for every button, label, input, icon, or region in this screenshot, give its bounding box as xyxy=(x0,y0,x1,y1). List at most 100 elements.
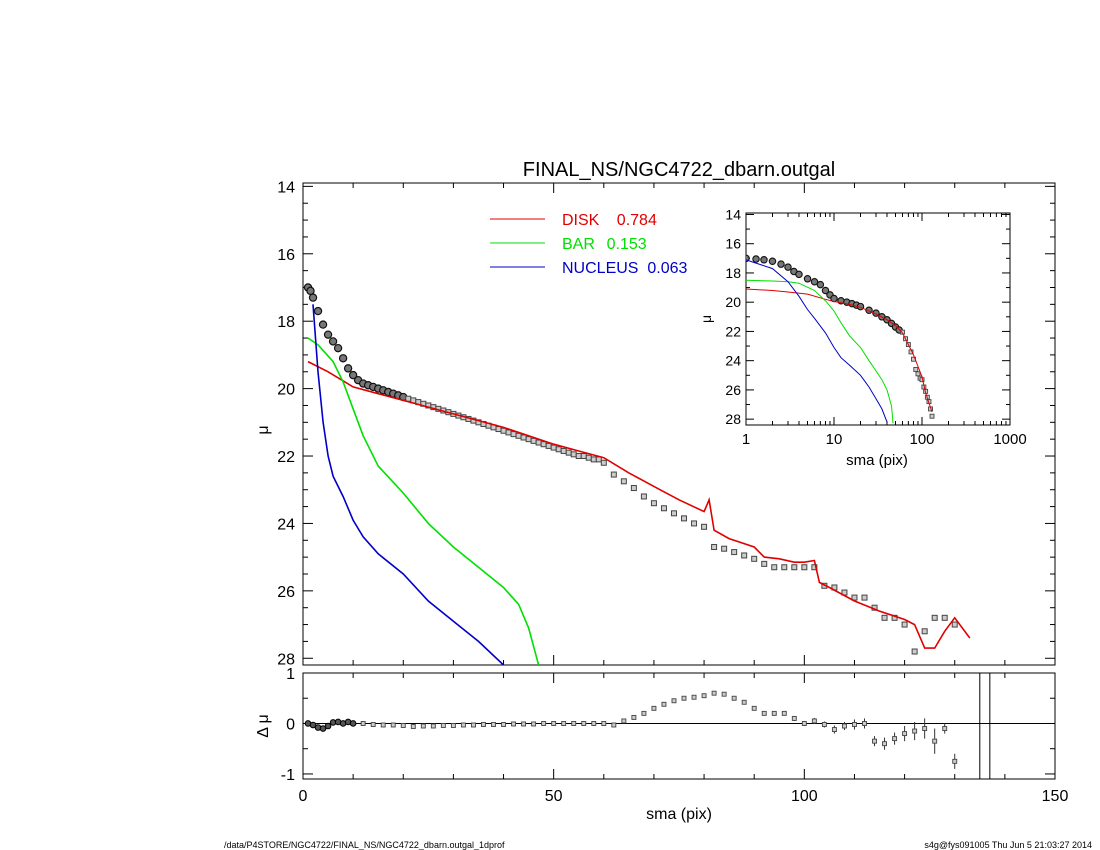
residual-x-axis-label: sma (pix) xyxy=(646,806,712,823)
inset-y-tick-label: 22 xyxy=(725,323,741,339)
chart-title: FINAL_NS/NGC4722_dbarn.outgal xyxy=(523,159,835,181)
data-point xyxy=(343,364,353,373)
residual-point xyxy=(460,722,466,728)
residual-point xyxy=(551,721,557,726)
inset-y-axis-label: μ xyxy=(698,315,714,323)
residual-point xyxy=(641,710,647,716)
data-point xyxy=(580,453,587,460)
inset-data-point xyxy=(760,256,768,264)
residual-y-axis-label: Δ μ xyxy=(255,714,272,737)
main-plot: 14 16 18 20 22 24 26 28 xyxy=(277,179,1056,668)
data-point xyxy=(941,614,948,621)
data-point xyxy=(681,515,688,522)
data-point xyxy=(751,555,758,562)
data-point xyxy=(731,549,738,556)
residual-point xyxy=(390,722,396,728)
footer-timestamp: s4g@fys091005 Thu Jun 5 21:03:27 2014 xyxy=(924,840,1092,850)
inset-data-point xyxy=(929,413,935,419)
data-point xyxy=(520,434,527,441)
data-point xyxy=(515,432,522,439)
residual-frame xyxy=(302,672,1056,780)
inset-x-tick-label: 1000 xyxy=(993,431,1026,448)
residual-point xyxy=(370,722,376,727)
data-point xyxy=(575,453,582,460)
inset-series-line-bar xyxy=(746,279,894,424)
residual-point xyxy=(561,721,567,726)
residual-point xyxy=(841,723,847,729)
inset-data-point xyxy=(795,270,803,279)
residual-point xyxy=(501,722,506,727)
residual-point xyxy=(481,722,486,727)
inset-data-point xyxy=(752,255,760,263)
residual-point xyxy=(852,722,857,727)
main-y-tick-label: 26 xyxy=(277,584,295,601)
data-point xyxy=(691,520,698,527)
residual-y-tick-label: -1 xyxy=(281,767,295,784)
residual-x-tick-label: 0 xyxy=(299,788,308,805)
data-point xyxy=(560,447,567,454)
inset-x-tick-label: 10 xyxy=(826,431,843,448)
inset-data-point xyxy=(777,260,785,268)
data-point xyxy=(650,500,657,507)
data-point xyxy=(811,564,818,571)
data-point xyxy=(510,431,517,438)
inset-data-point xyxy=(768,257,777,265)
main-y-tick-label: 22 xyxy=(277,449,295,466)
residual-point xyxy=(309,721,317,729)
data-point xyxy=(505,429,512,436)
data-point xyxy=(600,459,607,466)
inset-y-tick-label: 18 xyxy=(725,265,741,281)
residual-point xyxy=(380,722,386,728)
residual-point xyxy=(581,721,587,726)
residual-point xyxy=(591,721,597,726)
inset-series-line-nucleus xyxy=(746,259,888,423)
data-point xyxy=(921,628,928,635)
inset-data-point xyxy=(810,277,819,286)
data-point xyxy=(881,614,888,621)
data-point xyxy=(348,370,358,380)
residual-point xyxy=(681,695,687,701)
residual-point xyxy=(671,698,677,704)
data-point xyxy=(525,436,532,443)
residual-y-tick-label: 0 xyxy=(286,716,295,733)
residual-point xyxy=(932,738,938,744)
residual-point xyxy=(349,720,357,727)
residual-point xyxy=(801,721,807,726)
residual-point xyxy=(711,690,717,696)
residual-point xyxy=(892,736,898,742)
legend-label-bar: BAR xyxy=(562,236,595,253)
data-point xyxy=(951,621,958,628)
inset-y-tick-label: 26 xyxy=(725,382,741,398)
inset-y-tick-label: 14 xyxy=(725,206,741,222)
inset-data-point xyxy=(803,275,812,283)
residual-point xyxy=(521,721,527,727)
residual-point xyxy=(511,721,517,727)
residual-point xyxy=(771,710,777,716)
residual-point xyxy=(741,699,747,705)
residual-point xyxy=(621,718,627,724)
residual-x-tick-label: 50 xyxy=(545,788,563,805)
data-point xyxy=(610,471,617,478)
data-point xyxy=(761,560,768,567)
data-point xyxy=(570,451,577,458)
legend-value-disk: 0.784 xyxy=(617,212,657,229)
data-point xyxy=(540,441,547,448)
inset-x-tick-label: 1 xyxy=(742,431,750,448)
main-y-tick-label: 20 xyxy=(277,382,295,399)
residual-point xyxy=(541,721,547,726)
data-point xyxy=(590,456,597,463)
legend-label-disk: DISK xyxy=(562,212,600,229)
data-point xyxy=(670,510,677,517)
residual-y-tick-label: 1 xyxy=(286,666,295,683)
series-line-bar xyxy=(307,337,540,665)
data-point xyxy=(530,437,537,444)
inset-data-point xyxy=(915,371,921,377)
data-point xyxy=(771,564,778,571)
inset-data-point xyxy=(784,263,792,271)
residual-point xyxy=(751,705,757,711)
residual-point xyxy=(611,722,617,728)
data-point xyxy=(313,306,323,316)
residual-point xyxy=(440,723,446,728)
data-point xyxy=(338,354,348,363)
data-point xyxy=(791,564,798,571)
